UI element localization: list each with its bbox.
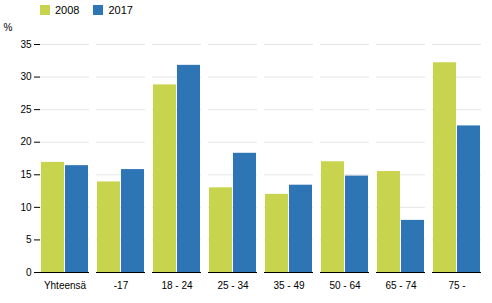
svg-text:10: 10 xyxy=(20,202,32,213)
svg-text:5: 5 xyxy=(26,234,32,245)
svg-text:20: 20 xyxy=(20,136,32,147)
svg-text:30: 30 xyxy=(20,71,32,82)
svg-text:50 - 64: 50 - 64 xyxy=(329,280,361,291)
svg-text:35: 35 xyxy=(20,39,32,50)
html-text:2008: 2008 xyxy=(55,4,80,16)
svg-text:25: 25 xyxy=(20,104,32,115)
svg-text:25 - 34: 25 - 34 xyxy=(217,280,249,291)
svg-text:%: % xyxy=(4,22,13,33)
svg-text:35 - 49: 35 - 49 xyxy=(273,280,305,291)
svg-text:Yhteensä: Yhteensä xyxy=(44,280,87,291)
svg-text:15: 15 xyxy=(20,169,32,180)
svg-text:-17: -17 xyxy=(114,280,129,291)
html-text:2017: 2017 xyxy=(108,4,133,16)
svg-text:0: 0 xyxy=(26,267,32,278)
svg-text:75 -: 75 - xyxy=(448,280,465,291)
svg-text:65 - 74: 65 - 74 xyxy=(385,280,417,291)
svg-text:18 - 24: 18 - 24 xyxy=(161,280,193,291)
